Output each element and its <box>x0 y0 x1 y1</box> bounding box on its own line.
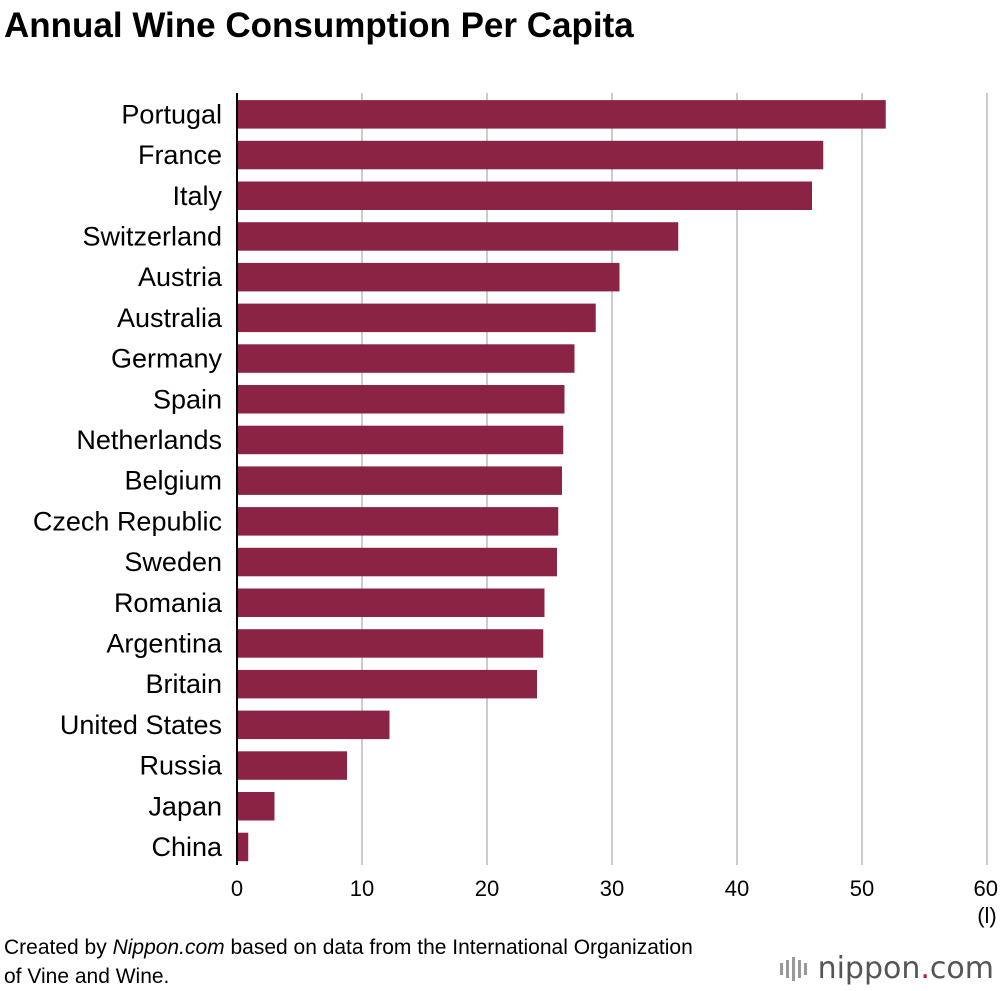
bar <box>237 303 596 333</box>
category-label: Spain <box>153 384 222 414</box>
logo-bars-icon <box>779 956 810 981</box>
category-label: Japan <box>148 791 222 821</box>
source-note: Created by Nippon.com based on data from… <box>4 933 704 991</box>
category-label: Romania <box>114 588 223 618</box>
x-tick-label: 30 <box>600 876 624 901</box>
x-tick-label: 40 <box>725 876 749 901</box>
bar <box>237 588 545 617</box>
logo-dot: . <box>920 951 930 986</box>
category-label: Germany <box>111 344 223 374</box>
bar <box>237 547 557 577</box>
category-label: Belgium <box>124 466 222 496</box>
unit-label: (l) <box>977 903 997 928</box>
chart-title: Annual Wine Consumption Per Capita <box>4 6 634 45</box>
x-tick-label: 20 <box>475 876 499 901</box>
bar <box>237 466 562 495</box>
bar <box>237 385 565 414</box>
x-tick-label: 0 <box>231 876 243 901</box>
category-label: Austria <box>138 262 223 292</box>
source-site: Nippon.com <box>112 936 225 959</box>
bar <box>237 710 390 740</box>
logo-tld: com <box>929 951 994 986</box>
nippon-logo: nippon. com <box>779 951 994 986</box>
bar <box>237 100 886 129</box>
bar <box>237 792 275 821</box>
category-label: China <box>151 832 223 862</box>
bar <box>237 262 620 292</box>
category-label: Netherlands <box>76 425 222 455</box>
source-prefix: Created by <box>4 936 113 959</box>
category-label: Sweden <box>124 547 222 577</box>
bar <box>237 344 575 373</box>
category-label: Czech Republic <box>33 506 222 536</box>
category-label: Argentina <box>106 628 223 658</box>
category-label: Portugal <box>121 99 222 129</box>
bar <box>237 832 249 862</box>
category-label: United States <box>60 710 222 740</box>
x-tick-label: 60 <box>974 876 998 901</box>
category-label: France <box>138 140 222 170</box>
category-label: Switzerland <box>82 221 222 251</box>
bar-chart: Portugal France Italy Switzerland Austria Aus… <box>33 93 998 928</box>
source-suffix: based on data from the International Org… <box>4 936 693 988</box>
x-tick-label: 10 <box>350 876 374 901</box>
bar <box>237 140 824 170</box>
category-label: Australia <box>117 303 223 333</box>
x-tick-label: 50 <box>850 876 874 901</box>
bar <box>237 425 564 455</box>
bar <box>237 669 537 699</box>
category-label: Russia <box>139 751 223 781</box>
bar <box>237 751 347 780</box>
bar <box>237 507 559 536</box>
category-label: Italy <box>172 181 222 211</box>
bar <box>237 181 812 210</box>
logo-name: nippon <box>817 951 921 986</box>
bar <box>237 222 679 251</box>
category-label: Britain <box>145 669 222 699</box>
bar <box>237 629 544 658</box>
